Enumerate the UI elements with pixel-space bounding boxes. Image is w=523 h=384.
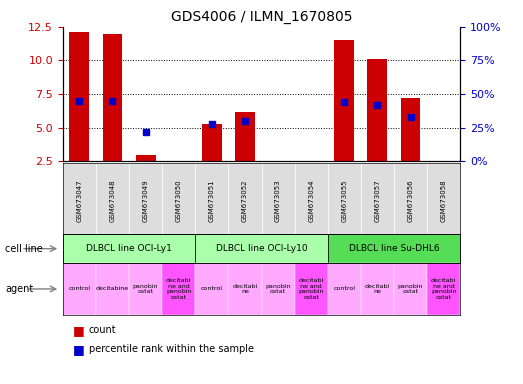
Text: GSM673056: GSM673056 (407, 179, 414, 222)
Text: GSM673057: GSM673057 (374, 179, 380, 222)
Text: GSM673047: GSM673047 (76, 179, 82, 222)
Text: panobin
ostat: panobin ostat (398, 283, 423, 295)
Text: decitabi
ne and
panobin
ostat: decitabi ne and panobin ostat (299, 278, 324, 300)
Bar (202, 124, 222, 161)
Text: GSM673058: GSM673058 (441, 179, 447, 222)
Text: GSM673051: GSM673051 (209, 179, 215, 222)
Bar (70, 32, 89, 161)
Text: panobin
ostat: panobin ostat (133, 283, 158, 295)
Text: DLBCL line Su-DHL6: DLBCL line Su-DHL6 (349, 244, 439, 253)
Bar (235, 112, 255, 161)
Text: control: control (69, 286, 90, 291)
Text: GSM673055: GSM673055 (342, 179, 347, 222)
Text: cell line: cell line (5, 243, 43, 254)
Text: GSM673049: GSM673049 (143, 179, 149, 222)
Text: ■: ■ (73, 324, 85, 337)
Text: decitabi
ne and
panobin
ostat: decitabi ne and panobin ostat (166, 278, 191, 300)
Text: control: control (333, 286, 355, 291)
Text: ■: ■ (73, 343, 85, 356)
Text: GSM673050: GSM673050 (176, 179, 181, 222)
Text: decitabi
ne and
panobin
ostat: decitabi ne and panobin ostat (431, 278, 457, 300)
Text: decitabine: decitabine (96, 286, 129, 291)
Text: panobin
ostat: panobin ostat (265, 283, 291, 295)
Bar (135, 155, 155, 161)
Text: agent: agent (5, 284, 33, 294)
Title: GDS4006 / ILMN_1670805: GDS4006 / ILMN_1670805 (170, 10, 353, 25)
Text: GSM673048: GSM673048 (109, 179, 116, 222)
Bar (103, 33, 122, 161)
Text: DLBCL line OCI-Ly10: DLBCL line OCI-Ly10 (215, 244, 308, 253)
Text: GSM673053: GSM673053 (275, 179, 281, 222)
Text: GSM673054: GSM673054 (308, 179, 314, 222)
Bar (368, 59, 388, 161)
Text: GSM673052: GSM673052 (242, 179, 248, 222)
Text: count: count (89, 325, 117, 335)
Text: percentile rank within the sample: percentile rank within the sample (89, 344, 254, 354)
Bar (401, 98, 420, 161)
Text: decitabi
ne: decitabi ne (365, 283, 390, 295)
Text: DLBCL line OCI-Ly1: DLBCL line OCI-Ly1 (86, 244, 172, 253)
Text: decitabi
ne: decitabi ne (232, 283, 257, 295)
Text: control: control (201, 286, 223, 291)
Bar (334, 40, 354, 161)
